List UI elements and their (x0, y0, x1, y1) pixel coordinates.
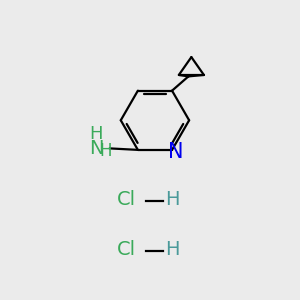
Text: H: H (89, 125, 103, 143)
Text: H: H (165, 240, 179, 259)
Text: Cl: Cl (117, 190, 136, 208)
Text: Cl: Cl (117, 240, 136, 259)
Text: N: N (169, 142, 184, 162)
Text: H: H (100, 142, 112, 160)
Text: H: H (165, 190, 179, 208)
Text: N: N (89, 139, 103, 158)
